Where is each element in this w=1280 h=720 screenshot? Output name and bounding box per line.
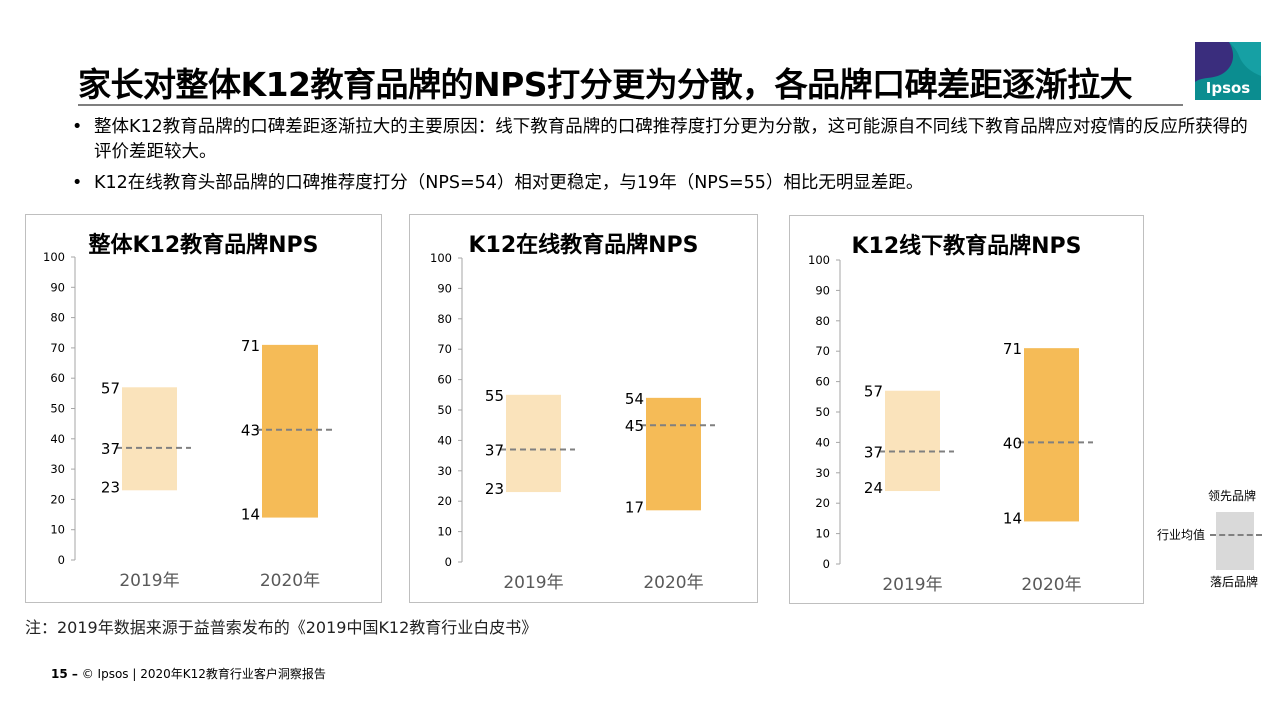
y-tick-label: 30 xyxy=(437,464,452,478)
category-label: 2019年 xyxy=(119,571,179,591)
chart-overall: 0 10 20 30 40 50 60 70 80 90 100 57 37 23 2019年 71 43 14 2… xyxy=(43,250,332,591)
chart-panel-online: K12在线教育品牌NPS 0 10 20 30 40 50 60 70 80 90 100 55 37 2… xyxy=(409,214,758,603)
y-tick-label: 50 xyxy=(50,402,65,416)
y-tick-label: 90 xyxy=(437,281,452,295)
low-value-label: 14 xyxy=(241,506,260,524)
chart-online: 0 10 20 30 40 50 60 70 80 90 100 55 37 23 2019年 54 45 17 2… xyxy=(430,251,715,593)
y-tick-label: 60 xyxy=(815,375,830,389)
bullet-item: 整体K12教育品牌的口碑差距逐渐拉大的主要原因：线下教育品牌的口碑推荐度打分更为… xyxy=(72,115,1252,165)
chart-panel-overall: 整体K12教育品牌NPS 0 10 20 30 40 50 60 70 80 90 100 57 37 2… xyxy=(25,214,382,603)
footer-text: © Ipsos | 2020年K12教育行业客户洞察报告 xyxy=(81,667,326,681)
low-value-label: 23 xyxy=(101,478,120,496)
range-bar xyxy=(1024,348,1079,522)
y-tick-label: 80 xyxy=(815,314,830,328)
y-tick-label: 20 xyxy=(50,492,65,506)
range-bar xyxy=(885,390,940,492)
footer: 15 – © Ipsos | 2020年K12教育行业客户洞察报告 xyxy=(51,665,326,682)
y-tick-label: 100 xyxy=(808,253,830,267)
avg-value-label: 43 xyxy=(241,422,260,440)
range-bar xyxy=(262,344,318,518)
chart-title: K12线下教育品牌NPS xyxy=(851,234,1082,259)
y-tick-label: 30 xyxy=(815,466,830,480)
range-bar xyxy=(506,394,561,493)
low-value-label: 23 xyxy=(485,480,504,498)
high-value-label: 55 xyxy=(485,387,504,405)
y-tick-label: 50 xyxy=(437,403,452,417)
y-tick-label: 90 xyxy=(815,283,830,297)
range-bar xyxy=(122,387,177,491)
legend-avg-label: 行业均值 xyxy=(1157,528,1206,542)
y-tick-label: 0 xyxy=(445,555,452,569)
y-tick-label: 70 xyxy=(815,344,830,358)
category-label: 2020年 xyxy=(1021,575,1081,595)
y-tick-label: 50 xyxy=(815,405,830,419)
category-label: 2020年 xyxy=(643,573,703,593)
category-label: 2020年 xyxy=(260,571,320,591)
y-tick-label: 90 xyxy=(50,280,65,294)
legend-range-box xyxy=(1216,512,1254,570)
y-tick-label: 60 xyxy=(437,373,452,387)
title-divider xyxy=(78,104,1183,106)
chart-panel-offline: K12线下教育品牌NPS 0 10 20 30 40 50 60 70 80 90 100 57 37 2… xyxy=(789,215,1144,604)
y-tick-label: 80 xyxy=(437,312,452,326)
avg-value-label: 37 xyxy=(101,440,120,458)
legend-high-label: 领先品牌 xyxy=(1208,489,1257,503)
bullet-list: 整体K12教育品牌的口碑差距逐渐拉大的主要原因：线下教育品牌的口碑推荐度打分更为… xyxy=(72,115,1252,202)
ipsos-logo: Ipsos xyxy=(1195,42,1261,100)
low-value-label: 24 xyxy=(864,479,883,497)
avg-value-label: 40 xyxy=(1003,434,1022,452)
logo-emblem-icon xyxy=(1195,42,1261,82)
page-title: 家长对整体K12教育品牌的NPS打分更为分散，各品牌口碑差距逐渐拉大 xyxy=(78,65,1133,104)
bullet-item: K12在线教育头部品牌的口碑推荐度打分（NPS=54）相对更稳定，与19年（NP… xyxy=(72,171,1252,196)
y-tick-label: 30 xyxy=(50,462,65,476)
low-value-label: 14 xyxy=(1003,509,1022,527)
category-label: 2019年 xyxy=(882,575,942,595)
chart-offline: 0 10 20 30 40 50 60 70 80 90 100 57 37 24 2019年 71 40 14 2… xyxy=(808,253,1093,595)
y-tick-label: 60 xyxy=(50,371,65,385)
page-number: 15 – xyxy=(51,667,78,681)
y-tick-label: 10 xyxy=(815,527,830,541)
y-tick-label: 40 xyxy=(437,433,452,447)
y-tick-label: 70 xyxy=(437,342,452,356)
logo-text: Ipsos xyxy=(1205,79,1251,97)
avg-value-label: 37 xyxy=(485,442,504,460)
y-tick-label: 20 xyxy=(437,494,452,508)
category-label: 2019年 xyxy=(503,573,563,593)
y-tick-label: 20 xyxy=(815,496,830,510)
y-tick-label: 100 xyxy=(43,250,65,264)
y-tick-label: 70 xyxy=(50,341,65,355)
range-bar xyxy=(646,397,701,511)
y-tick-label: 40 xyxy=(815,435,830,449)
source-note: 注：2019年数据来源于益普索发布的《2019中国K12教育行业白皮书》 xyxy=(25,618,538,637)
low-value-label: 17 xyxy=(625,498,644,516)
high-value-label: 71 xyxy=(241,337,260,355)
y-tick-label: 100 xyxy=(430,251,452,265)
high-value-label: 57 xyxy=(101,379,120,397)
high-value-label: 54 xyxy=(625,390,644,408)
legend-avg-line xyxy=(1210,534,1262,536)
y-tick-label: 0 xyxy=(823,557,830,571)
high-value-label: 71 xyxy=(1003,340,1022,358)
high-value-label: 57 xyxy=(864,383,883,401)
y-tick-label: 40 xyxy=(50,432,65,446)
chart-title: K12在线教育品牌NPS xyxy=(468,233,699,258)
avg-value-label: 37 xyxy=(864,444,883,462)
y-tick-label: 10 xyxy=(437,525,452,539)
avg-value-label: 45 xyxy=(625,417,644,435)
legend-low-label: 落后品牌 xyxy=(1210,575,1259,589)
chart-title: 整体K12教育品牌NPS xyxy=(88,233,319,258)
y-tick-label: 0 xyxy=(58,553,65,567)
y-tick-label: 80 xyxy=(50,311,65,325)
y-tick-label: 10 xyxy=(50,523,65,537)
